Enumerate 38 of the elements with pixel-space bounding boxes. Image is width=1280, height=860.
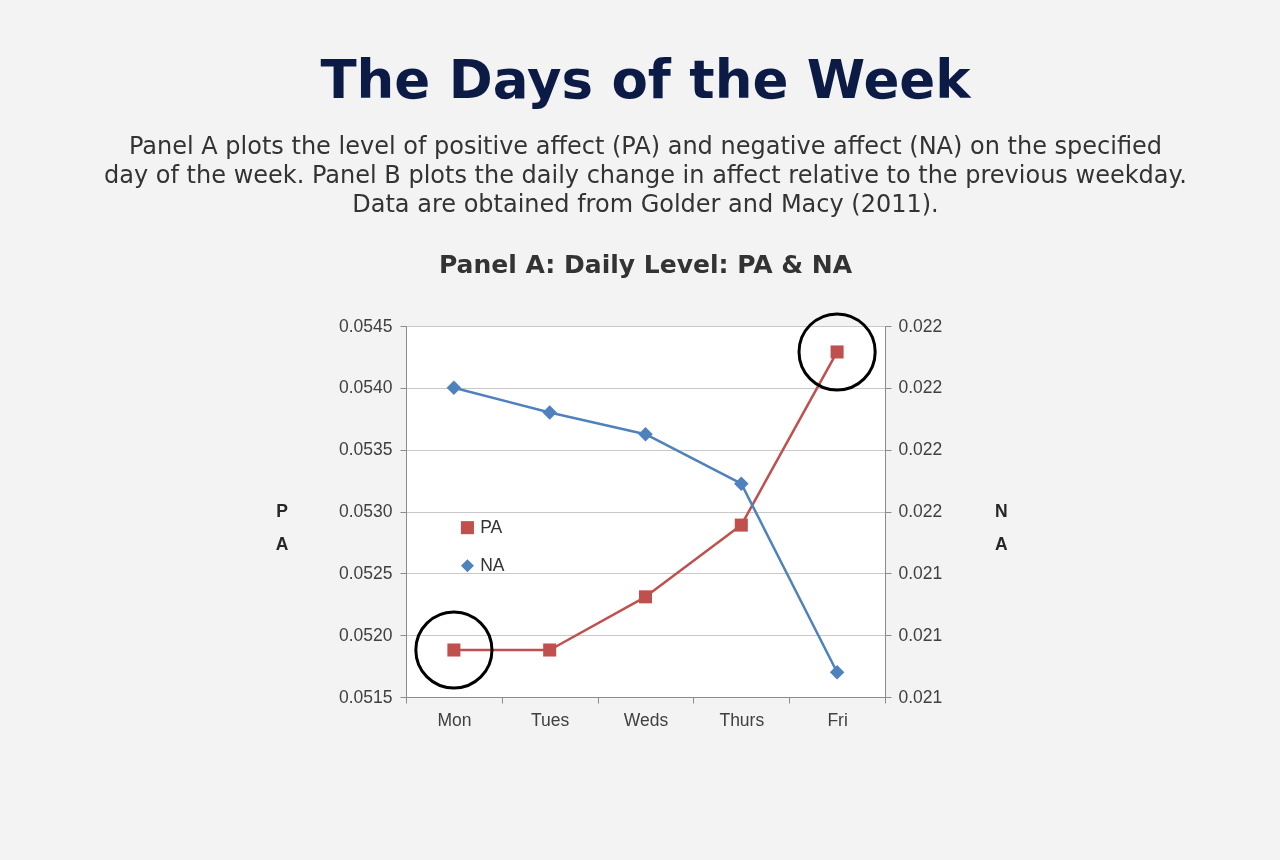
x-tick-label: Fri <box>827 709 848 730</box>
y2-tick-label: 0.022 <box>898 377 943 398</box>
x-tick-label: Weds <box>623 709 669 730</box>
x-tick-label: Tues <box>531 709 570 730</box>
point <box>734 518 748 532</box>
point <box>447 643 461 657</box>
chart-subtitle: Panel A plots the level of positive affect (PA) and negative affect (NA) on the specified day of the week. Panel B plots the daily change in affect relative to the previous weekday. Data are obtained from Golder and Macy (2011). <box>104 132 1187 218</box>
y2-tick-label: 0.022 <box>898 315 943 336</box>
text: Panel A: Daily Level: PA & NA <box>438 250 853 279</box>
y-tick-label: 0.0515 <box>338 686 393 707</box>
point <box>543 643 557 657</box>
x-tick-label: Mon <box>437 709 472 730</box>
legend-label: PA <box>480 516 503 537</box>
legend-label: NA <box>480 554 505 575</box>
y-tick-label: 0.0520 <box>338 624 393 645</box>
chart-title: The Days of the Week <box>320 49 973 110</box>
point <box>638 426 653 442</box>
y-axis-title: PA <box>275 501 289 554</box>
point <box>797 312 877 392</box>
point <box>542 405 557 420</box>
point <box>638 590 653 604</box>
point <box>414 610 494 690</box>
point <box>446 380 462 396</box>
y2-tick-label: 0.022 <box>898 439 943 460</box>
y-tick-label: 0.0535 <box>338 439 393 460</box>
point <box>734 476 749 491</box>
y2-axis-title: NA <box>994 501 1008 554</box>
point <box>829 665 845 680</box>
y-tick-label: 0.0530 <box>338 501 393 521</box>
y-tick-label: 0.0545 <box>338 315 393 336</box>
y2-tick-label: 0.022 <box>898 501 943 521</box>
y-tick-label: 0.0525 <box>338 562 393 583</box>
x-tick-label: Thurs <box>719 709 765 730</box>
y2-tick-label: 0.021 <box>898 562 943 583</box>
point <box>830 345 844 359</box>
y2-tick-label: 0.021 <box>898 624 943 645</box>
y2-tick-label: 0.021 <box>898 686 943 707</box>
y-tick-label: 0.0540 <box>338 377 393 398</box>
